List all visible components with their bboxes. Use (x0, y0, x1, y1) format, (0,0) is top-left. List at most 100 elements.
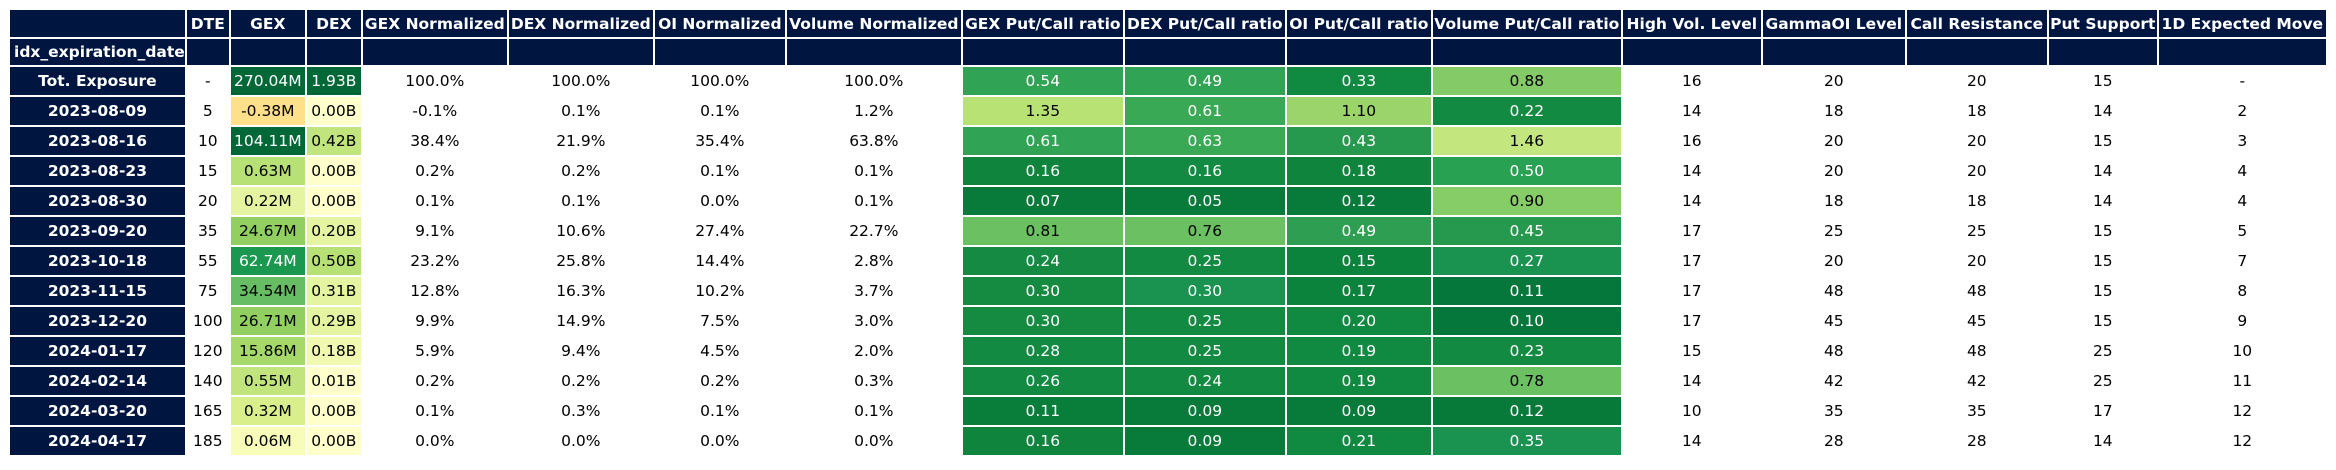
cell-volume-put-call-ratio: 0.23 (1430, 335, 1623, 367)
cell-dex: 0.29B (304, 305, 363, 337)
cell-gammaoi-level: 42 (1760, 365, 1907, 397)
row-label: 2023-08-23 (8, 155, 187, 187)
cell-dex-normalized: 14.9% (506, 305, 655, 337)
column-header-oi-put-call-ratio: OI Put/Call ratio (1284, 8, 1433, 39)
cell-dte: 55 (184, 245, 231, 277)
cell-put-support: 15 (2046, 65, 2159, 97)
cell-dte: 15 (184, 155, 231, 187)
cell-volume-normalized: 2.8% (784, 245, 963, 277)
column-header-high-vol-level: High Vol. Level (1620, 8, 1763, 39)
cell-gex-put-call-ratio: 0.07 (960, 185, 1125, 217)
cell-gex-normalized: 0.2% (360, 365, 509, 397)
row-label: 2023-08-16 (8, 125, 187, 157)
cell-oi-normalized: 14.4% (652, 245, 787, 277)
index-header-row: idx_expiration_date (8, 37, 2328, 67)
cell-dex-put-call-ratio: 0.16 (1122, 155, 1287, 187)
column-header-dex-put-call-ratio: DEX Put/Call ratio (1122, 8, 1287, 39)
column-subheader-blank (506, 37, 655, 67)
cell-gex: 26.71M (228, 305, 307, 337)
table-row: 2023-08-16 10 104.11M 0.42B 38.4% 21.9% 35.4% 6… (8, 125, 2328, 157)
cell-put-support: 17 (2046, 395, 2159, 427)
cell-gex: 0.63M (228, 155, 307, 187)
cell-dex-put-call-ratio: 0.63 (1122, 125, 1287, 157)
cell-volume-put-call-ratio: 0.88 (1430, 65, 1623, 97)
cell-1d-expected-move: 4 (2156, 185, 2328, 217)
cell-call-resistance: 20 (1904, 65, 2049, 97)
cell-gex-normalized: 0.2% (360, 155, 509, 187)
cell-1d-expected-move: 4 (2156, 155, 2328, 187)
cell-gex-normalized: 38.4% (360, 125, 509, 157)
cell-gex-put-call-ratio: 0.11 (960, 395, 1125, 427)
cell-gex: 0.55M (228, 365, 307, 397)
cell-high-vol-level: 14 (1620, 95, 1763, 127)
cell-gex: 104.11M (228, 125, 307, 157)
cell-dex-put-call-ratio: 0.25 (1122, 245, 1287, 277)
table-row: 2024-02-14 140 0.55M 0.01B 0.2% 0.2% 0.2% 0.3% 0… (8, 365, 2328, 397)
column-subheader-blank (784, 37, 963, 67)
row-label: 2023-09-20 (8, 215, 187, 247)
cell-dex-normalized: 9.4% (506, 335, 655, 367)
cell-volume-put-call-ratio: 0.78 (1430, 365, 1623, 397)
cell-dex-normalized: 0.2% (506, 155, 655, 187)
cell-dte: 20 (184, 185, 231, 217)
cell-dex-normalized: 0.3% (506, 395, 655, 427)
cell-dex-normalized: 100.0% (506, 65, 655, 97)
cell-call-resistance: 45 (1904, 305, 2049, 337)
cell-volume-put-call-ratio: 0.12 (1430, 395, 1623, 427)
column-header-gammaoi-level: GammaOI Level (1760, 8, 1907, 39)
cell-gex-put-call-ratio: 0.81 (960, 215, 1125, 247)
table-row: 2023-08-09 5 -0.38M 0.00B -0.1% 0.1% 0.1% 1.2% 1… (8, 95, 2328, 127)
cell-call-resistance: 48 (1904, 275, 2049, 307)
cell-dex: 0.00B (304, 95, 363, 127)
cell-dex: 0.00B (304, 395, 363, 427)
cell-gex-put-call-ratio: 0.54 (960, 65, 1125, 97)
cell-dex: 0.18B (304, 335, 363, 367)
cell-volume-put-call-ratio: 0.50 (1430, 155, 1623, 187)
cell-dex-put-call-ratio: 0.24 (1122, 365, 1287, 397)
cell-gex: 62.74M (228, 245, 307, 277)
cell-call-resistance: 20 (1904, 155, 2049, 187)
column-header-volume-normalized: Volume Normalized (784, 8, 963, 39)
cell-oi-put-call-ratio: 0.19 (1284, 335, 1433, 367)
column-subheader-blank (304, 37, 363, 67)
cell-volume-put-call-ratio: 0.11 (1430, 275, 1623, 307)
cell-dex-normalized: 16.3% (506, 275, 655, 307)
cell-dex: 0.31B (304, 275, 363, 307)
cell-put-support: 25 (2046, 365, 2159, 397)
table-row: 2024-01-17 120 15.86M 0.18B 5.9% 9.4% 4.5% 2.0%… (8, 335, 2328, 367)
cell-gex-normalized: 23.2% (360, 245, 509, 277)
cell-volume-normalized: 3.7% (784, 275, 963, 307)
cell-gex-normalized: 0.1% (360, 185, 509, 217)
cell-1d-expected-move: 8 (2156, 275, 2328, 307)
cell-volume-normalized: 0.1% (784, 155, 963, 187)
cell-gex: 34.54M (228, 275, 307, 307)
cell-call-resistance: 48 (1904, 335, 2049, 367)
cell-oi-normalized: 0.0% (652, 425, 787, 457)
cell-dex-normalized: 21.9% (506, 125, 655, 157)
cell-dte: 10 (184, 125, 231, 157)
cell-dex: 0.01B (304, 365, 363, 397)
cell-gex-normalized: 0.1% (360, 395, 509, 427)
table-row: 2024-03-20 165 0.32M 0.00B 0.1% 0.3% 0.1% 0.1% 0… (8, 395, 2328, 427)
column-subheader-blank (2156, 37, 2328, 67)
cell-volume-normalized: 0.1% (784, 185, 963, 217)
cell-volume-normalized: 63.8% (784, 125, 963, 157)
cell-dex-put-call-ratio: 0.25 (1122, 305, 1287, 337)
cell-1d-expected-move: 5 (2156, 215, 2328, 247)
cell-put-support: 25 (2046, 335, 2159, 367)
cell-call-resistance: 20 (1904, 245, 2049, 277)
column-subheader-blank (1122, 37, 1287, 67)
cell-oi-put-call-ratio: 0.09 (1284, 395, 1433, 427)
cell-1d-expected-move: 10 (2156, 335, 2328, 367)
cell-oi-normalized: 0.0% (652, 185, 787, 217)
cell-dex: 0.00B (304, 425, 363, 457)
cell-dte: - (184, 65, 231, 97)
cell-oi-put-call-ratio: 0.21 (1284, 425, 1433, 457)
cell-gex: 0.32M (228, 395, 307, 427)
cell-gex-normalized: 12.8% (360, 275, 509, 307)
cell-call-resistance: 18 (1904, 185, 2049, 217)
cell-oi-normalized: 27.4% (652, 215, 787, 247)
cell-oi-normalized: 7.5% (652, 305, 787, 337)
column-header-oi-normalized: OI Normalized (652, 8, 787, 39)
cell-dex: 0.42B (304, 125, 363, 157)
